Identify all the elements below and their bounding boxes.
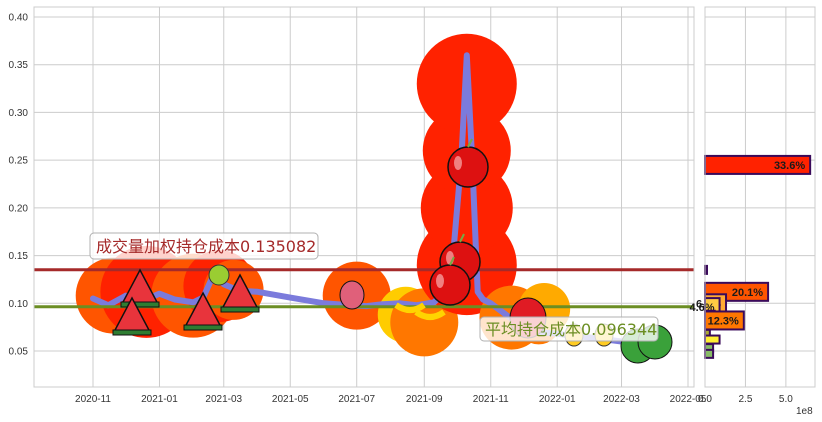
main-axes-frame — [33, 6, 695, 388]
y-tick-label: 0.35 — [9, 60, 29, 71]
y-tick-label: 0.10 — [9, 299, 29, 310]
bar-percent-label: 33.6% — [774, 160, 805, 172]
annotation-vwap-text: 成交量加权持仓成本0.135082 — [96, 237, 316, 256]
x-tick-label: 2021-05 — [272, 394, 309, 405]
x-tick-label: 2021-11 — [473, 394, 509, 405]
annotation-vwap: 成交量加权持仓成本0.135082 — [89, 232, 319, 260]
main-tick-labels: 0.05 0.10 0.15 0.20 0.25 0.30 0.35 0.40 2020-11 2… — [9, 13, 707, 405]
volume-bar — [704, 348, 715, 359]
x-tick-label: 2021-07 — [338, 394, 375, 405]
main-price-axes: 成交量加权持仓成本0.135082 平均持仓成本0.096344 0.05 0.1… — [9, 6, 707, 405]
x-tick-label: 2022-03 — [603, 394, 640, 405]
y-tick-label: 0.30 — [9, 108, 29, 119]
x-tick-label: 2021-01 — [141, 394, 178, 405]
side-axes-frame — [704, 6, 816, 388]
side-x-tick-label: 5.0 — [779, 394, 793, 405]
x-tick-label: 2020-11 — [75, 394, 111, 405]
y-tick-label: 0.40 — [9, 13, 29, 24]
x-tick-label: 2021-03 — [205, 394, 242, 405]
x-tick-label: 2022-05 — [670, 394, 707, 405]
side-x-tick-label: 2.5 — [738, 394, 752, 405]
y-tick-label: 0.15 — [9, 251, 29, 262]
volume-bar — [704, 334, 721, 345]
side-tick-labels: 0.0 2.5 5.0 — [698, 394, 793, 405]
side-x-tick-label: 0.0 — [698, 394, 712, 405]
bar-percent-label: 20.1% — [732, 287, 763, 299]
y-tick-label: 0.20 — [9, 203, 29, 214]
x-tick-label: 2022-01 — [539, 394, 576, 405]
y-tick-label: 0.05 — [9, 347, 29, 358]
annotation-avg-text: 平均持仓成本0.096344 — [485, 320, 657, 339]
y-tick-label: 0.25 — [9, 156, 29, 167]
x-tick-label: 2021-09 — [406, 394, 443, 405]
bar-percent-label: 12.3% — [708, 315, 739, 327]
annotation-avg: 平均持仓成本0.096344 — [479, 316, 659, 342]
offset-text: 1e8 — [796, 406, 813, 417]
volume-profile-axes: 33.6%20.1%6.6%4.6%12.3% 0.02.55.0 1e8 — [689, 6, 816, 417]
volume-profile-bars: 33.6%20.1%6.6%4.6%12.3% — [689, 154, 812, 359]
